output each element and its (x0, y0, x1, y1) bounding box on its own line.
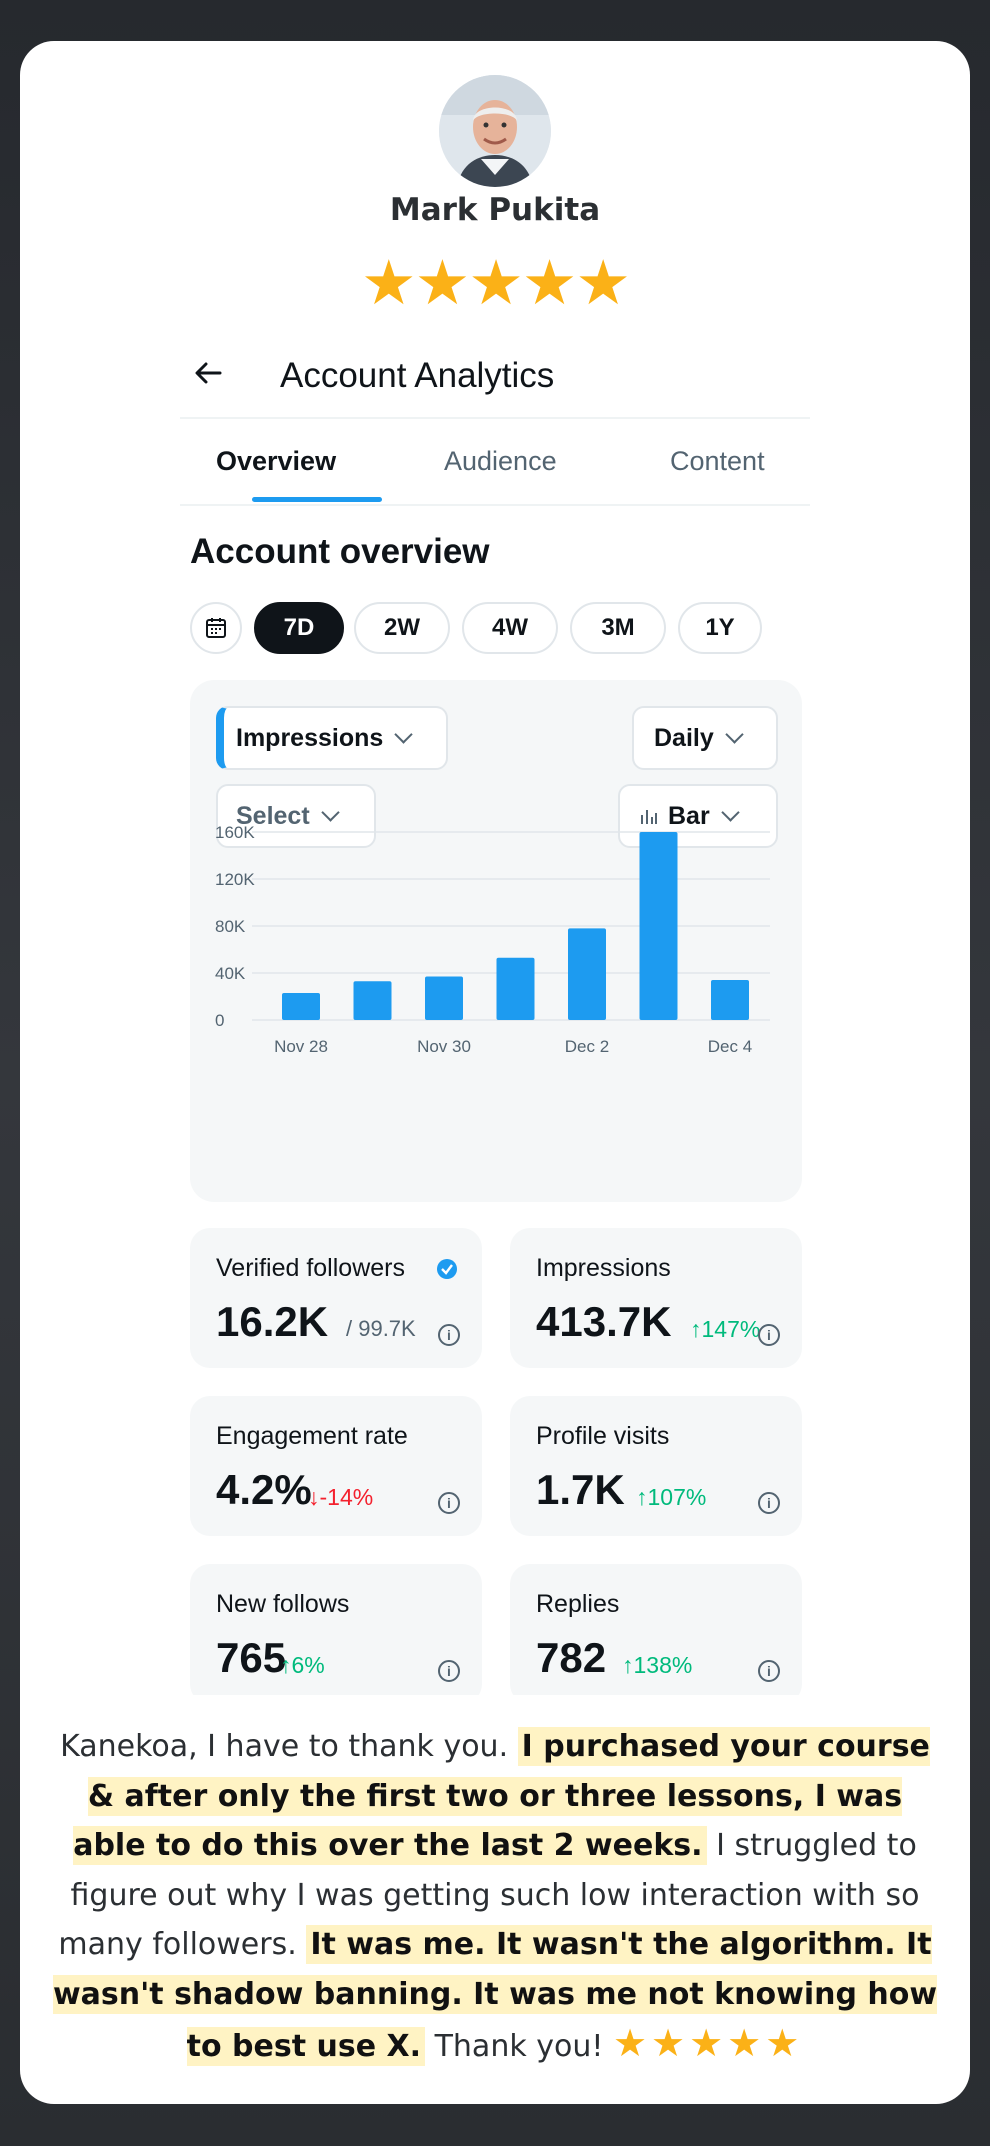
bar[interactable] (711, 980, 749, 1020)
stat-change: ↑6% (280, 1652, 325, 1678)
chart-card: Impressions Daily Select Bar 0 40K 80K 120K… (190, 680, 802, 1202)
star-icon: ★ (414, 249, 471, 318)
info-icon[interactable]: i (758, 1324, 780, 1346)
info-icon[interactable]: i (758, 1660, 780, 1682)
stat-value: 16.2K (216, 1298, 329, 1345)
star-icon: ★ (468, 249, 524, 318)
range-4w[interactable]: 4W (462, 602, 558, 654)
info-icon[interactable]: i (438, 1324, 460, 1346)
stat-change: ↓-14% (308, 1484, 374, 1510)
stat-change: ↑138% (622, 1652, 693, 1678)
testimonial-part-1: Kanekoa, I have to thank you. (60, 1729, 509, 1764)
info-icon[interactable]: i (438, 1660, 460, 1682)
y-tick-label: 0 (215, 1011, 224, 1030)
range-7d[interactable]: 7D (254, 602, 344, 654)
tab-content[interactable]: Content (670, 446, 765, 476)
star-icon: ★ (651, 2021, 690, 2065)
stat-new-follows: New follows 765 ↑6% i (190, 1564, 482, 1695)
back-arrow-icon[interactable] (190, 355, 226, 391)
rating-stars: ★★★★★ (0, 252, 990, 316)
page-title: Account Analytics (280, 356, 555, 395)
stat-value: 1.7K (536, 1466, 625, 1513)
stat-profile-visits: Profile visits 1.7K ↑107% i (510, 1396, 802, 1536)
range-3m[interactable]: 3M (570, 602, 666, 654)
bar[interactable] (425, 976, 463, 1020)
stat-value: 413.7K (536, 1298, 672, 1345)
metric-label: Impressions (236, 723, 384, 752)
avatar-portrait-icon (439, 75, 551, 187)
interval-dropdown[interactable]: Daily (632, 706, 778, 770)
header-divider (180, 417, 810, 419)
testimonial-part-3: Thank you! (434, 2029, 604, 2064)
y-tick-label: 40K (215, 964, 246, 983)
y-tick-label: 80K (215, 917, 246, 936)
active-tab-indicator (252, 497, 382, 502)
verified-badge-icon (437, 1259, 457, 1279)
stat-verified-followers: Verified followers 16.2K / 99.7K i (190, 1228, 482, 1368)
stat-value: 782 (536, 1634, 607, 1681)
stat-label: Impressions (536, 1254, 671, 1282)
x-tick-label: Dec 2 (565, 1037, 609, 1056)
range-2w[interactable]: 2W (354, 602, 450, 654)
section-title: Account overview (190, 532, 490, 571)
star-icon: ★ (765, 2021, 804, 2065)
stat-replies: Replies 782 ↑138% i (510, 1564, 802, 1695)
stat-value: 765 (216, 1634, 287, 1681)
reviewer-name: Mark Pukita (389, 192, 601, 228)
compare-label: Select (236, 801, 310, 830)
testimonial-part-2: I struggled to figure out why I was gett… (58, 1828, 920, 1962)
x-tick-label: Nov 28 (274, 1037, 328, 1056)
stat-impressions: Impressions 413.7K ↑147% i (510, 1228, 802, 1368)
range-1y[interactable]: 1Y (678, 602, 762, 654)
x-tick-label: Nov 30 (417, 1037, 471, 1056)
stat-value: 4.2% (216, 1466, 312, 1513)
stat-sub: / 99.7K (346, 1316, 416, 1341)
stat-change: ↑147% (690, 1316, 761, 1342)
stat-label: Profile visits (536, 1422, 670, 1450)
impressions-bar-chart: 0 40K 80K 120K 160K Nov 28 Nov 30 Dec 2 Dec 4 (215, 823, 770, 1056)
interval-label: Daily (654, 723, 714, 752)
info-icon[interactable]: i (758, 1492, 780, 1514)
y-tick-label: 160K (215, 823, 255, 842)
star-icon: ★ (575, 249, 631, 318)
calendar-button[interactable] (190, 602, 242, 654)
x-tick-label: Dec 4 (708, 1037, 752, 1056)
metric-dropdown[interactable]: Impressions (216, 706, 448, 770)
tab-audience[interactable]: Audience (444, 446, 557, 476)
testimonial-text: Kanekoa, I have to thank you. I purchase… (50, 1722, 940, 2072)
stat-change: ↑107% (636, 1484, 707, 1510)
bar[interactable] (282, 992, 320, 1020)
y-tick-label: 120K (215, 870, 255, 889)
chart-type-label: Bar (668, 801, 710, 830)
star-icon: ★ (612, 2021, 652, 2065)
stat-label: Replies (536, 1590, 620, 1618)
star-icon: ★ (361, 249, 417, 318)
stat-engagement-rate: Engagement rate 4.2% ↓-14% i (190, 1396, 482, 1536)
compare-dropdown[interactable]: Select (216, 784, 376, 848)
info-icon[interactable]: i (438, 1492, 460, 1514)
bar[interactable] (568, 928, 606, 1020)
calendar-icon (206, 618, 226, 638)
tabs-divider (180, 504, 810, 506)
bar[interactable] (353, 981, 392, 1020)
tab-overview[interactable]: Overview (216, 446, 337, 476)
stat-label: Engagement rate (216, 1422, 408, 1450)
avatar (439, 75, 551, 187)
bar-chart-icon (641, 810, 657, 824)
stat-label: Verified followers (216, 1254, 405, 1282)
inline-rating-stars: ★★★★★ (613, 2021, 803, 2065)
bar[interactable] (639, 832, 678, 1020)
analytics-screenshot: Account Analytics Overview Audience Cont… (180, 340, 810, 1695)
star-icon: ★ (521, 249, 578, 318)
star-icon: ★ (727, 2021, 766, 2065)
stat-label: New follows (216, 1590, 350, 1618)
bar[interactable] (496, 957, 535, 1020)
star-icon: ★ (689, 2021, 728, 2065)
